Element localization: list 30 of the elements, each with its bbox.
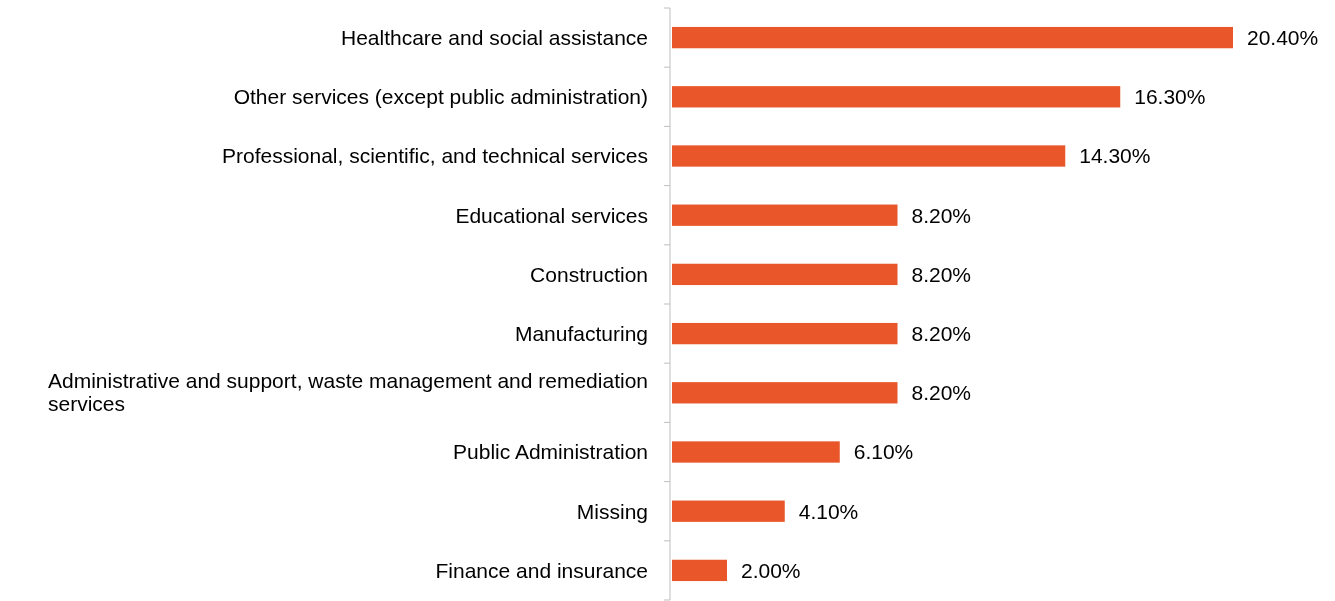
y-tick-label: Administrative and support, waste management and remediation services <box>48 369 648 416</box>
data-label: 8.20% <box>911 321 972 345</box>
bar <box>672 441 840 463</box>
bar <box>672 263 898 286</box>
bar <box>672 500 785 522</box>
data-label: 16.30% <box>1134 85 1206 109</box>
y-tick-label: Missing <box>576 499 648 523</box>
y-tick-label: Public Administration <box>453 440 648 464</box>
y-tick-label: Other services (except public administration) <box>233 85 648 109</box>
bar <box>672 204 898 226</box>
y-tick-label: Healthcare and social assistance <box>340 25 648 49</box>
data-label: 8.20% <box>911 203 972 227</box>
data-label: 8.20% <box>911 381 972 405</box>
bar <box>672 26 1233 49</box>
y-tick-label: Manufacturing <box>514 321 648 345</box>
data-label: 2.00% <box>741 558 801 582</box>
y-tick-label: Educational services <box>455 203 648 227</box>
data-label: 6.10% <box>853 440 914 464</box>
data-label: 14.30% <box>1079 144 1151 168</box>
data-label: 4.10% <box>798 499 859 523</box>
bar <box>672 86 1121 108</box>
data-label: 20.40% <box>1247 25 1319 49</box>
data-label: 8.20% <box>911 262 972 286</box>
bar <box>672 382 898 404</box>
y-tick-label: Finance and insurance <box>435 558 648 582</box>
bar <box>672 322 898 345</box>
bar <box>672 145 1066 167</box>
bar <box>672 559 727 582</box>
y-tick-label: Professional, scientific, and technical services <box>221 144 648 168</box>
y-tick-label: Construction <box>530 262 648 286</box>
